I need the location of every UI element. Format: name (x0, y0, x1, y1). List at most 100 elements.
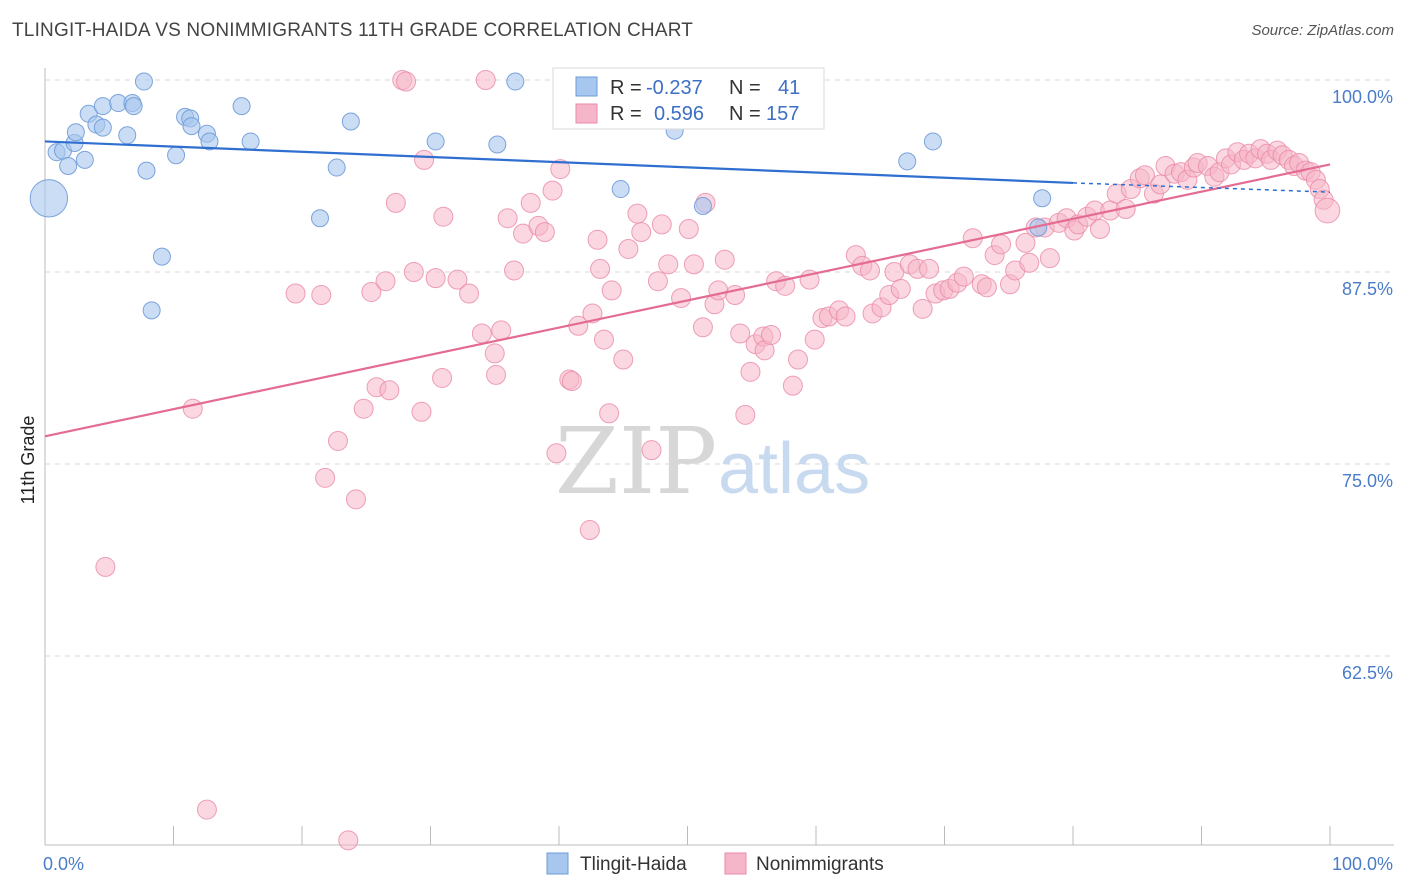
stats-blue-swatch (575, 76, 598, 97)
nonimmigrants-point (708, 280, 729, 301)
tlingit-haida-point (506, 72, 525, 91)
nonimmigrants-point (601, 280, 622, 301)
tlingit-haida-point (327, 158, 346, 177)
tlingit-haida-point (200, 132, 219, 151)
tlingit-haida-point (93, 97, 112, 116)
nonimmigrants-points (95, 70, 1341, 851)
tlingit-haida-point (1033, 189, 1052, 208)
nonimmigrants-point (579, 520, 600, 541)
watermark-zip: ZIP (555, 408, 717, 515)
tlingit-haida-point (341, 112, 360, 131)
watermark: ZIP atlas (555, 408, 870, 515)
nonimmigrants-point (582, 303, 603, 324)
nonimmigrants-point (1019, 252, 1040, 273)
nonimmigrants-point (782, 375, 803, 396)
nonimmigrants-point (459, 283, 480, 304)
tlingit-haida-point (75, 150, 94, 169)
tlingit-haida-point (66, 123, 85, 142)
tlingit-haida-point (898, 152, 917, 171)
stats-box: R = -0.237 N = 41 R = 0.596 N = 157 (552, 67, 825, 130)
stats-pink-n-label: N = (729, 103, 761, 125)
nonimmigrants-point (182, 398, 203, 419)
nonimmigrants-point (542, 180, 563, 201)
tlingit-haida-point (232, 97, 251, 116)
nonimmigrants-point (403, 262, 424, 282)
nonimmigrants-point (196, 799, 217, 820)
nonimmigrants-point (550, 159, 571, 180)
nonimmigrants-point (411, 401, 432, 422)
tlingit-haida-point (59, 157, 78, 176)
nonimmigrants-point (714, 249, 735, 270)
nonimmigrants-point (425, 268, 446, 289)
nonimmigrants-point (651, 214, 672, 235)
nonimmigrants-point (647, 271, 668, 292)
tlingit-haida-point (93, 118, 112, 137)
nonimmigrants-point (561, 371, 582, 392)
watermark-atlas: atlas (718, 429, 870, 509)
nonimmigrants-point (919, 258, 940, 279)
nonimmigrants-point (433, 206, 454, 227)
nonimmigrants-point (497, 208, 518, 229)
nonimmigrants-point (658, 254, 679, 275)
tlingit-haida-trend-extension (1072, 182, 1331, 193)
nonimmigrants-point (593, 329, 614, 350)
tlingit-haida-point (241, 132, 260, 151)
nonimmigrants-point (678, 218, 699, 239)
nonimmigrants-point (1134, 165, 1155, 186)
legend-pink-swatch (724, 852, 747, 875)
nonimmigrants-point (345, 489, 366, 510)
axes (44, 68, 1394, 846)
tlingit-haida-point (310, 209, 329, 228)
nonimmigrants-point (1015, 232, 1036, 253)
nonimmigrants-point (740, 361, 761, 382)
nonimmigrants-point (396, 71, 417, 92)
nonimmigrants-point (385, 192, 406, 213)
nonimmigrants-point (804, 329, 825, 350)
tlingit-haida-point (611, 180, 630, 199)
nonimmigrants-point (520, 192, 541, 213)
nonimmigrants-point (587, 229, 608, 250)
stats-pink-r-label: R = (610, 103, 642, 125)
stats-blue-r-label: R = (610, 77, 642, 99)
nonimmigrants-point (327, 430, 348, 451)
nonimmigrants-point (641, 440, 662, 461)
tick-labels: 100.0% 87.5% 75.0% 62.5% 0.0% 100.0% (43, 87, 1393, 874)
source-label: Source: ZipAtlas.com (1251, 22, 1394, 39)
nonimmigrants-point (761, 324, 782, 345)
tlingit-haida-point (152, 247, 171, 266)
y-tick-label: 75.0% (1342, 471, 1393, 491)
stats-blue-n-value: 41 (778, 77, 800, 99)
nonimmigrants-point (546, 443, 567, 464)
tlingit-haida-point (124, 97, 143, 116)
nonimmigrants-point (1089, 218, 1110, 239)
nonimmigrants-point (912, 298, 933, 319)
nonimmigrants-point (835, 306, 856, 327)
nonimmigrants-point (1150, 174, 1171, 195)
nonimmigrants-trend-line (44, 163, 1331, 438)
tlingit-haida-point (693, 196, 712, 215)
nonimmigrants-point (890, 278, 911, 299)
legend: Tlingit-Haida Nonimmigrants (546, 852, 884, 875)
legend-tlingit-haida: Tlingit-Haida (580, 854, 687, 875)
nonimmigrants-point (590, 258, 611, 279)
stats-pink-n-value: 157 (766, 103, 799, 125)
nonimmigrants-point (315, 467, 336, 488)
nonimmigrants-point (311, 285, 332, 306)
nonimmigrants-point (475, 70, 496, 90)
tlingit-haida-point (923, 132, 942, 151)
nonimmigrants-point (1039, 248, 1060, 269)
nonimmigrants-point (671, 288, 692, 309)
nonimmigrants-point (788, 349, 809, 370)
nonimmigrants-point (692, 317, 713, 338)
tlingit-haida-point (137, 161, 156, 180)
x-tick-label-right: 100.0% (1332, 854, 1393, 874)
tlingit-haida-trend-line (44, 140, 1074, 185)
nonimmigrants-point (471, 323, 492, 344)
legend-blue-swatch (546, 852, 569, 875)
y-tick-label: 87.5% (1342, 279, 1393, 299)
tlingit-haida-point (134, 72, 153, 91)
tlingit-haida-point (167, 146, 186, 165)
nonimmigrants-point (338, 830, 359, 851)
y-axis-title: 11th Grade (18, 416, 38, 505)
nonimmigrants-point (361, 281, 382, 302)
